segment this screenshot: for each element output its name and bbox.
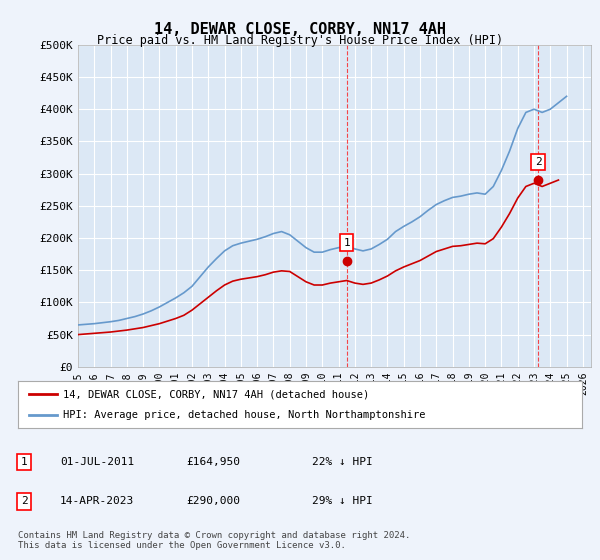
Text: £164,950: £164,950 [186,457,240,467]
Text: 14, DEWAR CLOSE, CORBY, NN17 4AH (detached house): 14, DEWAR CLOSE, CORBY, NN17 4AH (detach… [63,389,370,399]
Text: 29% ↓ HPI: 29% ↓ HPI [312,496,373,506]
Text: £290,000: £290,000 [186,496,240,506]
Text: 01-JUL-2011: 01-JUL-2011 [60,457,134,467]
Text: 1: 1 [20,457,28,467]
Text: 14, DEWAR CLOSE, CORBY, NN17 4AH: 14, DEWAR CLOSE, CORBY, NN17 4AH [154,22,446,38]
Text: 14-APR-2023: 14-APR-2023 [60,496,134,506]
Text: 22% ↓ HPI: 22% ↓ HPI [312,457,373,467]
Text: Contains HM Land Registry data © Crown copyright and database right 2024.
This d: Contains HM Land Registry data © Crown c… [18,530,410,550]
Text: 1: 1 [343,237,350,248]
Text: Price paid vs. HM Land Registry's House Price Index (HPI): Price paid vs. HM Land Registry's House … [97,34,503,46]
Text: 2: 2 [535,157,541,167]
Text: 2: 2 [20,496,28,506]
Text: HPI: Average price, detached house, North Northamptonshire: HPI: Average price, detached house, Nort… [63,410,425,420]
